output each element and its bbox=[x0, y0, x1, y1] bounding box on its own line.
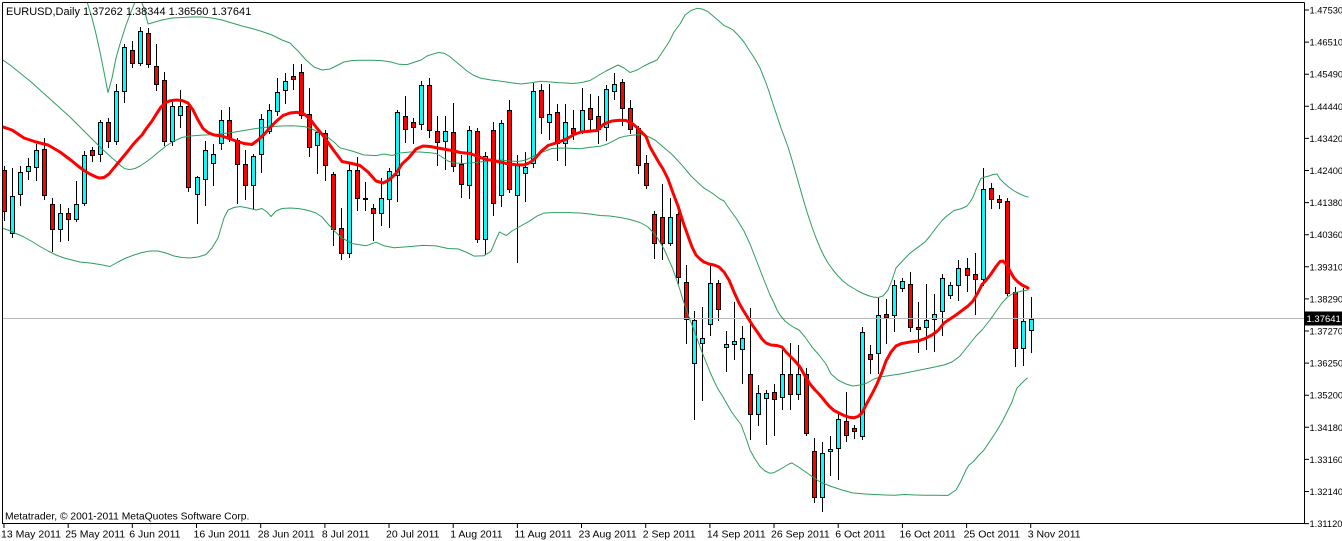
svg-text:3 Nov 2011: 3 Nov 2011 bbox=[1028, 529, 1081, 541]
svg-text:20 Jul 2011: 20 Jul 2011 bbox=[386, 529, 440, 541]
svg-text:1.31120: 1.31120 bbox=[1310, 519, 1342, 529]
svg-text:1.41380: 1.41380 bbox=[1310, 198, 1342, 208]
svg-text:25 May 2011: 25 May 2011 bbox=[65, 529, 125, 541]
svg-text:1.37641: 1.37641 bbox=[1307, 314, 1341, 325]
svg-text:1.42400: 1.42400 bbox=[1310, 166, 1342, 176]
svg-text:1.45490: 1.45490 bbox=[1310, 70, 1342, 80]
svg-text:1.34180: 1.34180 bbox=[1310, 423, 1342, 433]
svg-text:Metatrader, © 2001-2011 MetaQu: Metatrader, © 2001-2011 MetaQuotes Softw… bbox=[5, 512, 249, 523]
svg-text:25 Oct 2011: 25 Oct 2011 bbox=[964, 529, 1021, 541]
svg-text:14 Sep 2011: 14 Sep 2011 bbox=[707, 529, 766, 541]
svg-text:1.43420: 1.43420 bbox=[1310, 134, 1342, 144]
svg-text:1.35200: 1.35200 bbox=[1310, 391, 1342, 401]
svg-text:16 Oct 2011: 16 Oct 2011 bbox=[899, 529, 956, 541]
svg-text:1.40360: 1.40360 bbox=[1310, 230, 1342, 240]
svg-text:23 Aug 2011: 23 Aug 2011 bbox=[579, 529, 637, 541]
svg-text:11 Aug 2011: 11 Aug 2011 bbox=[514, 529, 572, 541]
svg-text:1.36250: 1.36250 bbox=[1310, 359, 1342, 369]
svg-text:1 Aug 2011: 1 Aug 2011 bbox=[450, 529, 503, 541]
svg-text:1.39310: 1.39310 bbox=[1310, 262, 1342, 272]
svg-text:28 Jun 2011: 28 Jun 2011 bbox=[258, 529, 315, 541]
svg-text:13 May 2011: 13 May 2011 bbox=[1, 529, 61, 541]
svg-text:26 Sep 2011: 26 Sep 2011 bbox=[771, 529, 830, 541]
svg-text:1.47530: 1.47530 bbox=[1310, 6, 1342, 16]
svg-text:1.32140: 1.32140 bbox=[1310, 487, 1342, 497]
svg-text:1.44440: 1.44440 bbox=[1310, 102, 1342, 112]
svg-text:1.46510: 1.46510 bbox=[1310, 38, 1342, 48]
svg-text:EURUSD,Daily 1.37262 1.38344: EURUSD,Daily 1.37262 1.38344 1.36560 1.3… bbox=[6, 6, 251, 18]
svg-text:1.38290: 1.38290 bbox=[1310, 294, 1342, 304]
svg-text:1.37270: 1.37270 bbox=[1310, 327, 1342, 337]
svg-text:16 Jun 2011: 16 Jun 2011 bbox=[194, 529, 251, 541]
svg-text:2 Sep 2011: 2 Sep 2011 bbox=[643, 529, 696, 541]
svg-text:8 Jul 2011: 8 Jul 2011 bbox=[322, 529, 370, 541]
svg-text:6 Oct 2011: 6 Oct 2011 bbox=[835, 529, 886, 541]
svg-text:1.33160: 1.33160 bbox=[1310, 455, 1342, 465]
svg-text:6 Jun 2011: 6 Jun 2011 bbox=[129, 529, 180, 541]
